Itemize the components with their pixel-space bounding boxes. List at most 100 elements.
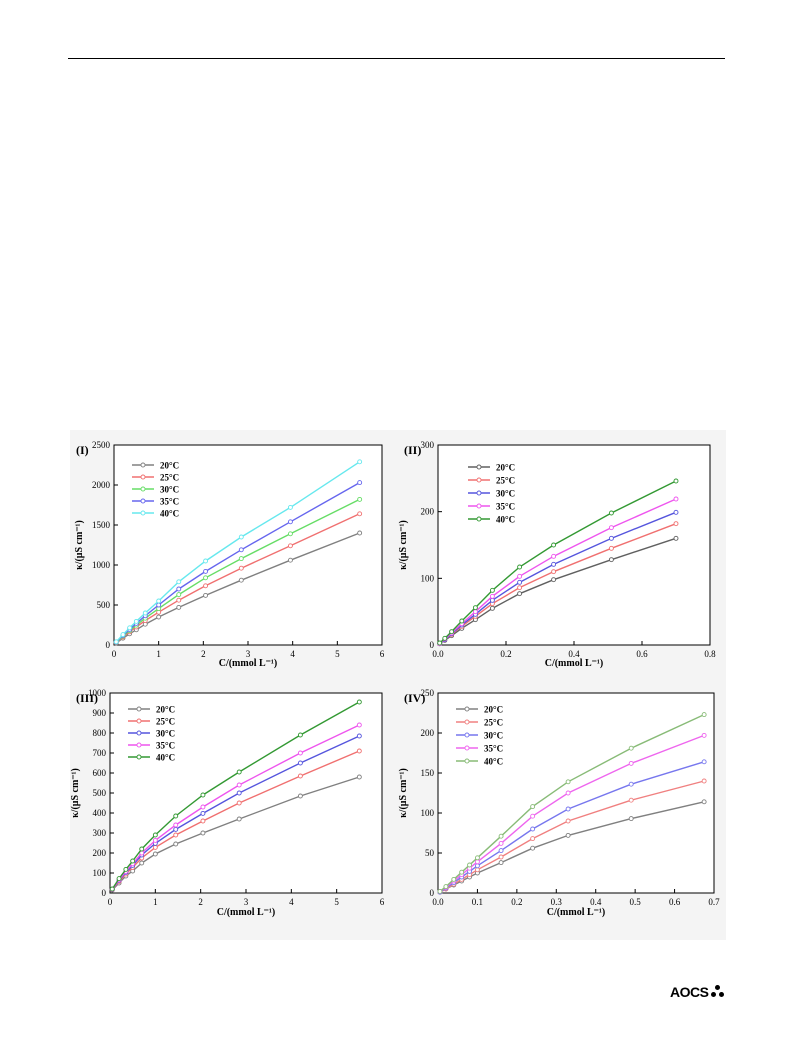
legend-swatch-marker bbox=[136, 718, 142, 724]
data-point bbox=[176, 597, 182, 603]
data-point bbox=[474, 855, 480, 861]
chart-svg: 0 1 2 3 4 5 6 0 100 200 300 400 500 600 700 800 900 1000 C… bbox=[70, 688, 385, 918]
y-axis-label: κ/(μS cm⁻¹) bbox=[398, 520, 409, 570]
data-point bbox=[156, 598, 162, 604]
data-point bbox=[565, 818, 571, 824]
x-tick-label: 0.8 bbox=[704, 649, 716, 659]
panel-label: (IV) bbox=[404, 691, 425, 705]
data-point bbox=[238, 547, 244, 553]
data-point bbox=[123, 866, 129, 872]
data-point bbox=[437, 888, 443, 894]
y-tick-label: 100 bbox=[93, 868, 107, 878]
y-tick-label: 100 bbox=[421, 808, 435, 818]
data-point bbox=[356, 748, 362, 754]
data-point bbox=[120, 632, 126, 638]
data-point bbox=[200, 830, 206, 836]
data-point bbox=[139, 846, 145, 852]
data-point bbox=[130, 858, 136, 864]
legend-label: 35°C bbox=[496, 502, 515, 512]
x-tick-label: 4 bbox=[290, 649, 295, 659]
data-point bbox=[156, 614, 162, 620]
data-point bbox=[565, 779, 571, 785]
legend-label: 20°C bbox=[156, 705, 175, 715]
data-point bbox=[173, 826, 179, 832]
y-tick-label: 150 bbox=[421, 768, 435, 778]
data-point bbox=[287, 504, 293, 510]
y-tick-label: 0 bbox=[430, 888, 435, 898]
data-point bbox=[551, 577, 557, 583]
data-point bbox=[530, 836, 536, 842]
legend-label: 25°C bbox=[160, 473, 179, 483]
x-tick-label: 5 bbox=[334, 897, 339, 907]
legend-swatch-marker bbox=[464, 745, 470, 751]
data-point bbox=[287, 519, 293, 525]
panel-label: (III) bbox=[76, 691, 98, 705]
data-point bbox=[474, 859, 480, 865]
data-point bbox=[113, 639, 119, 645]
data-point bbox=[152, 844, 158, 850]
y-tick-label: 50 bbox=[425, 848, 435, 858]
data-point bbox=[530, 826, 536, 832]
data-point bbox=[236, 790, 242, 796]
x-axis-label: C/(mmol L⁻¹) bbox=[219, 658, 278, 669]
data-point bbox=[530, 813, 536, 819]
data-point bbox=[442, 635, 448, 641]
data-point bbox=[565, 806, 571, 812]
data-point bbox=[472, 605, 478, 611]
data-point bbox=[142, 610, 148, 616]
data-point bbox=[176, 579, 182, 585]
legend-label: 40°C bbox=[484, 757, 503, 767]
data-point bbox=[176, 586, 182, 592]
data-point bbox=[628, 781, 634, 787]
y-tick-label: 0 bbox=[106, 640, 111, 650]
legend-label: 25°C bbox=[484, 718, 503, 728]
plot-frame bbox=[437, 444, 711, 646]
data-point bbox=[517, 564, 523, 570]
panel-label: (II) bbox=[404, 443, 421, 457]
x-tick-label: 2 bbox=[198, 897, 203, 907]
aocs-logo-text: AOCS bbox=[670, 984, 709, 1000]
data-point bbox=[297, 750, 303, 756]
data-point bbox=[551, 561, 557, 567]
legend-swatch-marker bbox=[136, 730, 142, 736]
data-point bbox=[498, 860, 504, 866]
data-point bbox=[551, 542, 557, 548]
y-tick-label: 400 bbox=[93, 808, 107, 818]
data-point bbox=[498, 833, 504, 839]
y-tick-label: 2000 bbox=[92, 480, 111, 490]
data-point bbox=[437, 640, 443, 646]
data-point bbox=[236, 769, 242, 775]
data-point bbox=[287, 531, 293, 537]
data-point bbox=[203, 592, 209, 598]
data-point bbox=[238, 556, 244, 562]
x-tick-label: 4 bbox=[289, 897, 294, 907]
data-point bbox=[459, 869, 465, 875]
y-tick-label: 250 bbox=[421, 688, 435, 698]
y-tick-label: 500 bbox=[97, 600, 111, 610]
data-point bbox=[673, 509, 679, 515]
plot-frame bbox=[109, 692, 383, 894]
data-point bbox=[203, 583, 209, 589]
data-point bbox=[517, 585, 523, 591]
chart-svg: 0.0 0.1 0.2 0.3 0.4 0.5 0.6 0.7 0 50 100 150 200 250 C… bbox=[398, 688, 720, 918]
data-point bbox=[297, 732, 303, 738]
y-axis-label: κ/(μS cm⁻¹) bbox=[70, 768, 81, 818]
plot-frame bbox=[437, 692, 715, 894]
x-tick-label: 5 bbox=[335, 649, 340, 659]
y-tick-label: 300 bbox=[421, 440, 435, 450]
y-tick-label: 700 bbox=[93, 748, 107, 758]
legend-label: 40°C bbox=[156, 753, 175, 763]
data-point bbox=[498, 840, 504, 846]
data-point bbox=[467, 862, 472, 868]
data-point bbox=[565, 790, 571, 796]
x-tick-label: 0 bbox=[112, 649, 117, 659]
data-point bbox=[203, 558, 209, 564]
header-rule bbox=[68, 58, 725, 59]
legend-label: 20°C bbox=[160, 461, 179, 471]
legend-swatch-marker bbox=[476, 516, 482, 522]
data-point bbox=[517, 591, 523, 597]
x-tick-label: 0.0 bbox=[432, 649, 444, 659]
legend-swatch-marker bbox=[140, 510, 146, 516]
data-point bbox=[176, 604, 182, 610]
x-tick-label: 0.2 bbox=[500, 649, 511, 659]
